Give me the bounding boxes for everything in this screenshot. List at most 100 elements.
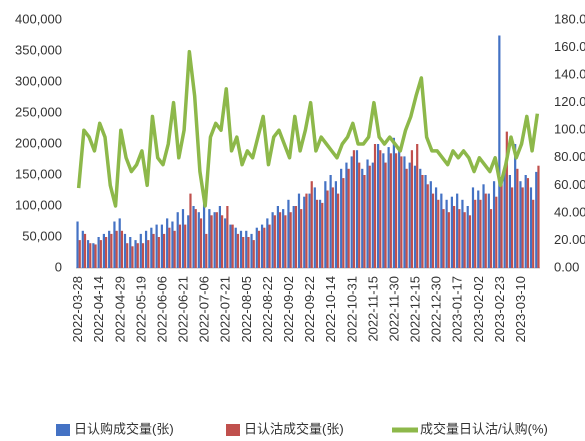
bar <box>373 144 377 268</box>
bar <box>424 175 427 268</box>
bar <box>123 233 127 268</box>
bar <box>361 168 364 268</box>
x-tick-label: 2022-11-15 <box>365 276 380 342</box>
bar <box>495 196 498 268</box>
bar <box>231 224 234 268</box>
bar <box>352 150 356 268</box>
bar <box>89 243 92 268</box>
bar <box>108 230 111 268</box>
x-tick-label: 2022-04-14 <box>91 276 106 343</box>
bar <box>234 227 237 268</box>
bar <box>208 209 211 268</box>
bar <box>366 159 369 268</box>
bar <box>245 230 248 268</box>
bar <box>529 187 533 268</box>
bar <box>379 150 382 268</box>
x-tick-label: 2022-09-02 <box>281 276 296 343</box>
y-tick-label: 350,000 <box>15 42 62 57</box>
bar <box>181 209 185 268</box>
bar <box>171 221 174 268</box>
bar <box>297 193 301 268</box>
bar <box>447 212 450 268</box>
y2-tick-label: 100.00 <box>554 122 585 137</box>
bar <box>83 233 87 268</box>
x-tick-label: 2023-03-10 <box>513 276 528 343</box>
bar <box>131 246 134 268</box>
bar <box>305 193 308 268</box>
bar <box>326 190 329 268</box>
bar <box>287 199 290 268</box>
bar <box>524 175 527 268</box>
bar <box>178 224 182 268</box>
bar <box>440 193 443 268</box>
bar <box>387 147 390 268</box>
bar <box>229 224 232 268</box>
legend-label: 成交量日认沽/认购(%) <box>420 421 548 436</box>
bar <box>487 193 490 268</box>
bar <box>505 131 508 268</box>
bar <box>358 162 361 268</box>
bar <box>468 215 472 268</box>
bar <box>400 156 403 268</box>
bar <box>392 137 395 268</box>
bar <box>484 193 487 268</box>
bar <box>445 199 448 268</box>
x-tick-label: 2022-05-19 <box>133 276 148 343</box>
bar <box>120 230 124 268</box>
bar <box>276 206 279 268</box>
ratio-line <box>76 49 540 208</box>
bar <box>384 162 387 268</box>
y2-tick-label: 140.00 <box>554 67 585 82</box>
x-tick-label: 2022-03-28 <box>70 276 85 343</box>
y-tick-label: 150,000 <box>15 166 62 181</box>
bar <box>503 168 506 268</box>
x-tick-label: 2022-11-30 <box>386 276 401 342</box>
bar <box>118 218 121 268</box>
bar <box>419 168 422 268</box>
bar <box>453 206 456 268</box>
bar <box>289 212 292 268</box>
bar <box>160 224 163 268</box>
bar <box>461 199 464 268</box>
bar <box>284 215 287 268</box>
y-tick-label: 50,000 <box>22 228 62 243</box>
bar <box>434 187 438 268</box>
legend-swatch <box>226 424 240 436</box>
bar <box>224 218 227 268</box>
bar <box>340 168 343 268</box>
bar <box>257 230 261 268</box>
bar <box>94 244 97 268</box>
bar <box>202 199 206 268</box>
bar <box>456 193 459 268</box>
bar <box>318 199 322 268</box>
x-tick-label: 2022-06-21 <box>176 276 191 343</box>
bar <box>500 181 503 268</box>
bar <box>215 212 218 268</box>
bar <box>144 230 148 268</box>
bar <box>331 187 334 268</box>
bar <box>147 240 150 268</box>
bar <box>514 144 517 268</box>
bar <box>292 206 295 268</box>
bar <box>537 165 540 268</box>
y2-tick-label: 180.00 <box>554 11 585 26</box>
bar <box>102 233 105 268</box>
bar <box>368 165 371 268</box>
x-tick-label: 2022-12-30 <box>429 276 444 343</box>
bar <box>345 162 348 268</box>
bar <box>105 237 108 268</box>
bar <box>416 144 419 268</box>
bar <box>279 212 282 268</box>
bar <box>300 209 303 268</box>
bar <box>199 218 203 268</box>
y2-tick-label: 120.00 <box>554 94 585 109</box>
x-tick-label: 2022-06-06 <box>154 276 169 343</box>
y2-tick-label: 40.00 <box>554 204 585 219</box>
x-tick-label: 2023-02-02 <box>471 276 486 343</box>
bar <box>260 224 264 268</box>
bar <box>134 240 137 268</box>
bar <box>236 233 240 268</box>
bar <box>450 196 453 268</box>
bar <box>205 233 208 268</box>
